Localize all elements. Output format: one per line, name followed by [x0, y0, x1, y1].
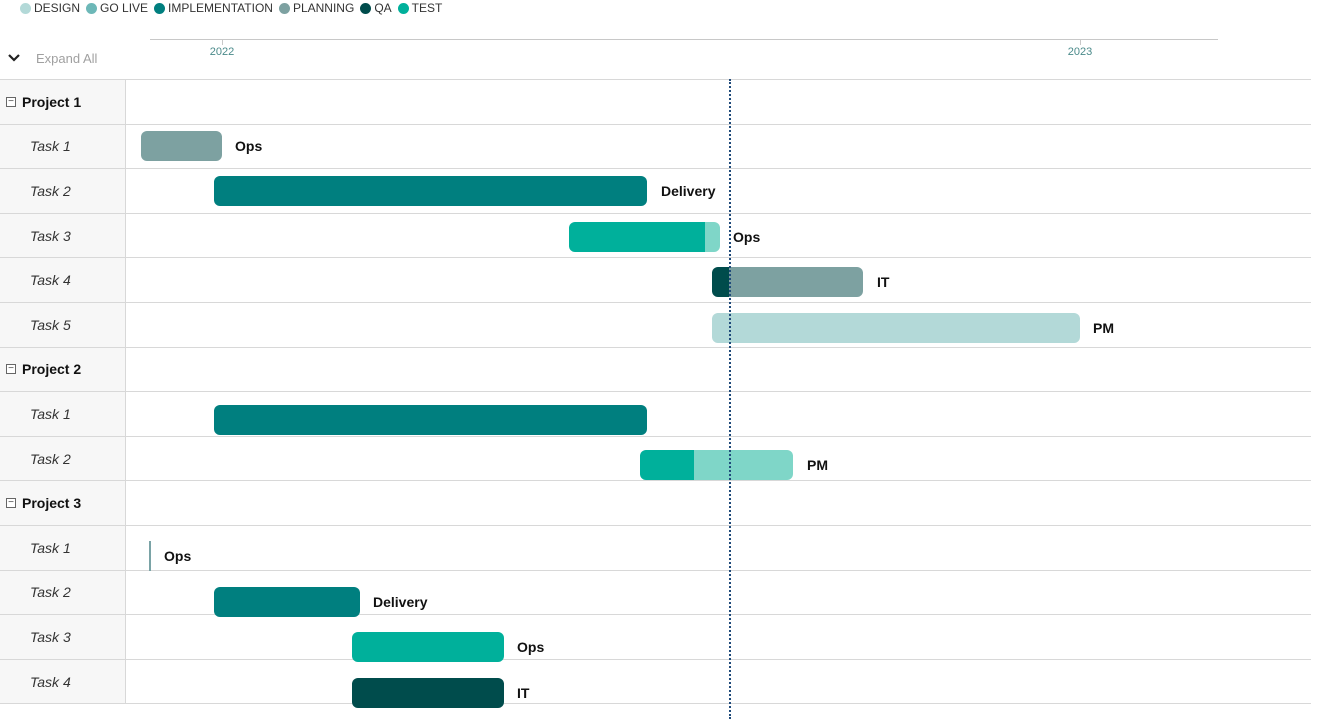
task-name[interactable]: Task 2: [30, 182, 71, 199]
task-bar[interactable]: [712, 313, 1080, 343]
task-row: Task 3: [0, 615, 1311, 660]
row-label: Task 3: [0, 213, 126, 258]
task-name[interactable]: Task 1: [30, 539, 71, 556]
legend-dot: [397, 2, 409, 14]
task-name[interactable]: Task 4: [30, 272, 71, 289]
bar-segment-implementation: [214, 405, 647, 435]
bar-segment-qa: [352, 678, 504, 708]
legend-item-test[interactable]: TEST: [397, 1, 443, 15]
task-bar[interactable]: [640, 450, 793, 480]
year-label-2022: 2022: [209, 46, 235, 58]
expand-all-button[interactable]: Expand All: [6, 50, 97, 66]
task-bar[interactable]: [141, 131, 222, 161]
bar-segment-design: [712, 313, 1080, 343]
legend-label: DESIGN: [34, 1, 81, 15]
year-label-2023: 2023: [1067, 46, 1093, 58]
bar-segment-implementation: [214, 176, 647, 206]
task-name[interactable]: Task 3: [30, 227, 71, 244]
legend: DESIGN GO LIVE IMPLEMENTATION PLANNING Q…: [20, 0, 448, 16]
task-row: Task 1: [0, 392, 1311, 437]
row-label: Task 2: [0, 436, 126, 481]
timeline-tick: [222, 40, 223, 45]
collapse-toggle-icon[interactable]: −: [6, 96, 16, 107]
task-name[interactable]: Task 1: [30, 138, 71, 155]
bar-segment-go-live: [693, 450, 793, 480]
legend-dot: [360, 2, 372, 14]
task-name[interactable]: Task 2: [30, 584, 71, 601]
legend-dot: [154, 2, 166, 14]
row-label: − Project 2: [0, 347, 126, 392]
task-bar[interactable]: [214, 405, 647, 435]
project-row: − Project 2: [0, 347, 1311, 393]
task-bar[interactable]: [214, 587, 360, 617]
project-name[interactable]: Project 1: [22, 93, 82, 110]
row-label: Task 2: [0, 169, 126, 213]
legend-label: GO LIVE: [100, 1, 149, 15]
legend-label: QA: [374, 1, 392, 15]
row-label: Task 1: [0, 392, 126, 436]
legend-dot: [278, 2, 290, 14]
task-bar[interactable]: [214, 176, 647, 206]
row-label: Task 1: [0, 124, 126, 169]
legend-item-design[interactable]: DESIGN: [20, 1, 80, 15]
task-name[interactable]: Task 5: [30, 316, 71, 333]
legend-label: TEST: [411, 1, 443, 15]
task-bar[interactable]: [352, 632, 504, 662]
row-label: Task 2: [0, 570, 126, 615]
task-row: Task 5: [0, 302, 1311, 348]
bar-segment-planning: [141, 131, 222, 161]
project-name[interactable]: Project 3: [22, 495, 82, 512]
bar-segment-test: [569, 222, 705, 252]
gantt-grid: − Project 1 Task 1 Task 2 Task 3 Task 4 T…: [0, 79, 1311, 705]
bar-segment-qa: [712, 267, 729, 297]
task-row: Task 1: [0, 124, 1311, 170]
project-name[interactable]: Project 2: [22, 361, 82, 378]
bar-segment-test: [640, 450, 694, 480]
task-row: Task 2: [0, 436, 1311, 482]
gantt-bars: Ops Delivery Ops IT PM PM Ops Delivery O…: [0, 79, 1311, 719]
today-line: [729, 79, 731, 719]
task-name[interactable]: Task 3: [30, 628, 71, 645]
task-row: Task 3: [0, 213, 1311, 259]
collapse-toggle-icon[interactable]: −: [6, 498, 16, 509]
row-label: − Project 3: [0, 481, 126, 525]
collapse-toggle-icon[interactable]: −: [6, 364, 16, 375]
task-row: Task 4: [0, 659, 1311, 705]
row-label: Task 4: [0, 659, 126, 704]
task-name[interactable]: Task 2: [30, 450, 71, 467]
task-row: Task 2: [0, 169, 1311, 214]
chevron-down-icon[interactable]: [6, 50, 22, 66]
legend-label: PLANNING: [292, 1, 355, 15]
project-row: − Project 3: [0, 481, 1311, 526]
task-bar[interactable]: [712, 267, 863, 297]
task-bar[interactable]: [569, 222, 720, 252]
task-row: Task 2: [0, 570, 1311, 616]
task-name[interactable]: Task 4: [30, 673, 71, 690]
expand-all-label[interactable]: Expand All: [36, 50, 98, 66]
legend-item-go-live[interactable]: GO LIVE: [86, 1, 148, 15]
bar-segment-implementation: [214, 587, 360, 617]
legend-label: IMPLEMENTATION: [168, 1, 273, 15]
row-label: Task 4: [0, 258, 126, 302]
timeline-axis: [150, 39, 1218, 40]
row-label: Task 5: [0, 302, 126, 347]
timeline-tick: [1080, 40, 1081, 45]
legend-item-planning[interactable]: PLANNING: [278, 1, 355, 15]
bar-segment-go-live: [704, 222, 720, 252]
legend-item-qa[interactable]: QA: [360, 1, 392, 15]
task-bar[interactable]: [352, 678, 504, 708]
row-label: − Project 1: [0, 80, 126, 124]
row-label: Task 1: [0, 525, 126, 570]
bar-segment-test: [352, 632, 504, 662]
legend-dot: [86, 2, 98, 14]
task-row: Task 1: [0, 525, 1311, 571]
bar-segment-planning: [728, 267, 863, 297]
task-name[interactable]: Task 1: [30, 405, 71, 422]
legend-dot: [20, 2, 31, 14]
legend-item-implementation[interactable]: IMPLEMENTATION: [154, 1, 273, 15]
task-row: Task 4: [0, 258, 1311, 303]
project-row: − Project 1: [0, 80, 1311, 125]
row-label: Task 3: [0, 615, 126, 659]
